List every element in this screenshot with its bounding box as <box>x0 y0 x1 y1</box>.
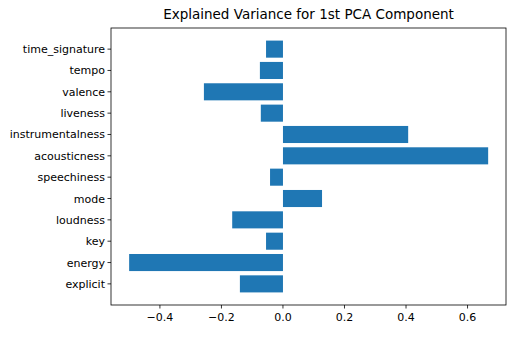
y-tick-label: explicit <box>65 278 105 291</box>
bar <box>232 211 283 228</box>
x-tick-label: 0.4 <box>397 311 415 324</box>
bar <box>260 62 283 79</box>
y-tick-label: loudness <box>56 214 105 227</box>
bars <box>129 41 488 293</box>
y-tick-label: acousticness <box>34 150 105 163</box>
x-tick-label: −0.2 <box>208 311 235 324</box>
x-tick <box>467 305 468 309</box>
bar <box>204 83 283 100</box>
y-tick-label: key <box>86 235 106 248</box>
x-tick <box>282 305 283 309</box>
bar <box>283 147 488 164</box>
bar <box>240 275 283 292</box>
y-tick-label: time_signature <box>23 43 105 56</box>
y-tick <box>108 70 112 71</box>
x-tick-label: −0.4 <box>147 311 174 324</box>
x-tick-label: 0.0 <box>274 311 292 324</box>
y-tick <box>108 134 112 135</box>
y-tick <box>108 155 112 156</box>
y-tick <box>108 219 112 220</box>
y-tick-label: energy <box>67 257 106 270</box>
y-tick-label: liveness <box>60 107 105 120</box>
bar <box>129 254 283 271</box>
bar <box>283 126 408 143</box>
y-tick <box>108 198 112 199</box>
chart-svg: −0.4 −0.2 0.0 0.2 0.4 0.6 explicit energy key lou… <box>0 0 512 344</box>
bar <box>283 190 322 207</box>
y-tick <box>108 49 112 50</box>
chart-title: Explained Variance for 1st PCA Component <box>163 6 454 22</box>
y-tick <box>108 177 112 178</box>
bar <box>266 41 283 58</box>
chart-container: −0.4 −0.2 0.0 0.2 0.4 0.6 explicit energy key lou… <box>0 0 512 344</box>
x-tick <box>406 305 407 309</box>
axes-frame <box>111 28 506 305</box>
x-tick-label: 0.2 <box>336 311 354 324</box>
bar <box>270 169 283 186</box>
x-tick <box>344 305 345 309</box>
y-tick <box>108 283 112 284</box>
y-tick <box>108 113 112 114</box>
x-tick <box>159 305 160 309</box>
y-tick <box>108 262 112 263</box>
y-tick <box>108 91 112 92</box>
y-tick-label: instrumentalness <box>10 128 106 141</box>
bar <box>261 105 283 122</box>
x-tick-label: 0.6 <box>459 311 477 324</box>
y-tick-label: tempo <box>69 64 105 77</box>
bar <box>266 233 283 250</box>
y-tick <box>108 241 112 242</box>
x-tick <box>221 305 222 309</box>
y-tick-label: mode <box>74 193 105 206</box>
y-tick-label: speechiness <box>37 171 105 184</box>
y-tick-label: valence <box>62 86 105 99</box>
